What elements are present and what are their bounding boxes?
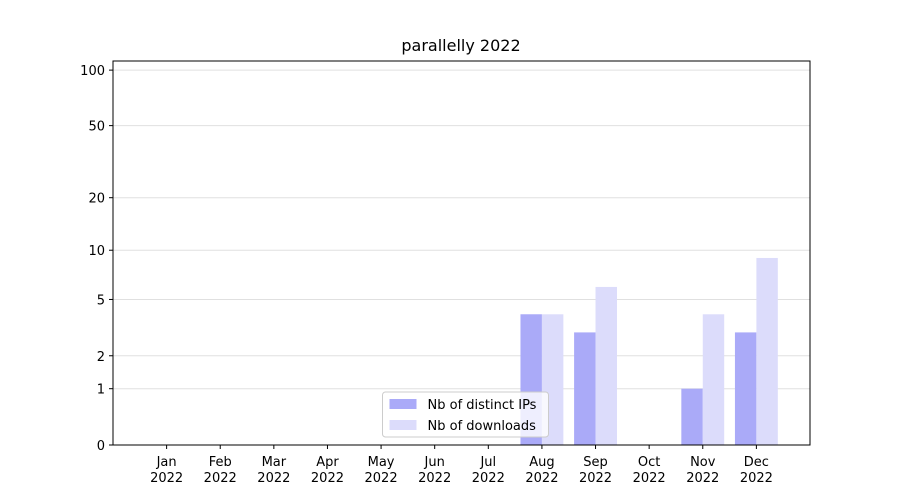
x-tick-label: Oct 2022 [633, 455, 666, 486]
bar [734, 332, 757, 445]
legend-box [382, 391, 549, 438]
y-tick-label: 10 [88, 244, 105, 259]
chart-title: parallelly 2022 [401, 36, 520, 55]
plot-frame [112, 60, 811, 446]
bar [574, 332, 596, 445]
x-tick-label: May 2022 [365, 455, 398, 486]
bar [702, 314, 725, 445]
bar [756, 257, 778, 445]
bar [681, 388, 703, 445]
x-tick-label: Dec 2022 [740, 455, 773, 486]
x-tick-label: Jun 2022 [418, 455, 451, 486]
x-tick-label: Apr 2022 [311, 455, 344, 486]
y-tick-label: 2 [97, 350, 105, 365]
y-tick-label: 5 [97, 293, 105, 308]
x-tick-label: Feb 2022 [204, 455, 237, 486]
legend: Nb of distinct IPs Nb of downloads [382, 391, 549, 438]
y-tick-label: 100 [80, 64, 105, 79]
x-tick-label: Sep 2022 [579, 455, 612, 486]
x-tick-label: Mar 2022 [257, 455, 290, 486]
y-tick-label: 0 [97, 439, 105, 454]
bar [595, 286, 617, 445]
x-tick-label: Nov 2022 [686, 455, 719, 486]
x-tick-label: Jan 2022 [150, 455, 183, 486]
legend-label: Nb of distinct IPs [428, 398, 537, 413]
y-tick-label: 20 [88, 192, 105, 207]
legend-swatch [389, 420, 417, 430]
y-tick-label: 50 [88, 120, 105, 135]
y-tick-label: 1 [97, 383, 105, 398]
legend-label: Nb of downloads [428, 419, 537, 434]
legend-swatch [389, 399, 417, 409]
x-tick-label: Jul 2022 [472, 455, 505, 486]
x-tick-label: Aug 2022 [525, 455, 558, 486]
